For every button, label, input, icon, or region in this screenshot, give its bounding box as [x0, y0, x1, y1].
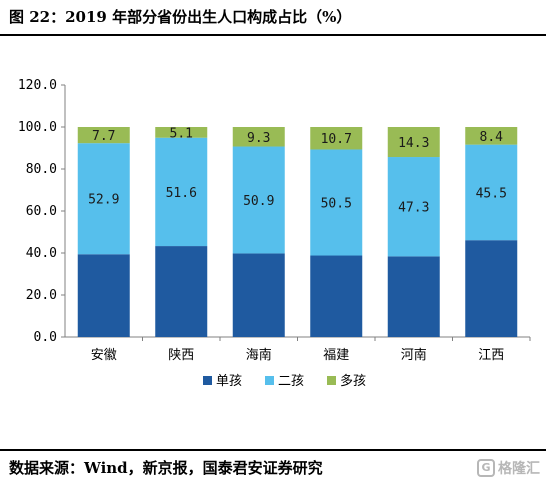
legend-label: 单孩 [216, 374, 242, 389]
chart-legend: 单孩 二孩 多孩 [203, 373, 366, 389]
y-tick-label: 60.0 [26, 204, 57, 219]
data-label: 14.3 [398, 136, 429, 151]
data-label: 45.5 [476, 186, 507, 201]
bar-二孩 [155, 137, 208, 247]
bar-单孩 [232, 253, 285, 337]
data-label: 47.3 [398, 201, 429, 216]
data-label: 50.5 [321, 196, 352, 211]
watermark-text: 格隆汇 [498, 461, 540, 477]
y-tick-label: 0.0 [34, 330, 57, 345]
chart-axes: 0.0 20.0 40.0 60.0 80.0 100.0 120.0 安徽 陕西 海南 福建 河南 江… [18, 78, 531, 363]
bar-二孩 [465, 144, 518, 241]
y-tick-label: 120.0 [18, 78, 57, 93]
bar-多孩 [310, 127, 363, 150]
x-category-label: 福建 [323, 348, 349, 363]
y-tick-label: 40.0 [26, 246, 57, 261]
bar-二孩 [310, 149, 363, 256]
y-tick-label: 20.0 [26, 288, 57, 303]
stacked-bar-chart: 0.0 20.0 40.0 60.0 80.0 100.0 120.0 安徽 陕西 海南 福建 河南 江… [18, 78, 531, 389]
x-category-label: 河南 [401, 347, 427, 363]
y-tick-label: 100.0 [18, 120, 57, 135]
legend-label: 多孩 [340, 373, 366, 389]
bar-多孩 [232, 127, 285, 147]
data-label: 10.7 [321, 132, 352, 147]
bar-多孩 [155, 127, 208, 138]
x-category-label: 陕西 [168, 348, 194, 363]
data-label: 5.1 [170, 126, 193, 141]
x-category-label: 江西 [478, 348, 504, 363]
chart-data-labels: 52.9 7.7 51.6 5.1 50.9 9.3 50.5 10.7 47.3 14.3 45.… [88, 126, 507, 215]
legend-swatch [265, 376, 274, 385]
data-label: 8.4 [480, 130, 504, 145]
chart-bars [77, 127, 518, 337]
bar-单孩 [77, 254, 130, 337]
bottom-rule [0, 449, 546, 451]
data-label: 9.3 [247, 131, 270, 146]
bar-二孩 [387, 157, 440, 257]
bar-二孩 [232, 146, 285, 254]
top-rule [0, 34, 546, 36]
data-label: 51.6 [166, 186, 197, 201]
legend-label: 二孩 [278, 374, 304, 389]
bar-多孩 [387, 127, 440, 158]
bar-二孩 [77, 143, 130, 255]
legend-swatch [327, 376, 336, 385]
bar-单孩 [310, 255, 363, 337]
data-label: 50.9 [243, 194, 274, 209]
figure-title: 图 22：2019 年部分省份出生人口构成占比（%） [9, 8, 352, 26]
bar-单孩 [155, 246, 208, 337]
watermark: G 格隆汇 [477, 458, 540, 478]
legend-swatch [203, 376, 212, 385]
x-category-label: 海南 [246, 347, 272, 363]
data-label: 7.7 [92, 129, 115, 144]
bar-多孩 [77, 127, 130, 144]
x-category-label: 安徽 [91, 348, 117, 363]
bar-单孩 [465, 240, 518, 337]
bar-单孩 [387, 256, 440, 337]
bar-多孩 [465, 127, 518, 145]
watermark-logo-icon: G [477, 459, 495, 477]
y-tick-label: 80.0 [26, 162, 57, 177]
data-label: 52.9 [88, 193, 119, 208]
source-note: 数据来源：Wind，新京报，国泰君安证券研究 [9, 459, 323, 477]
